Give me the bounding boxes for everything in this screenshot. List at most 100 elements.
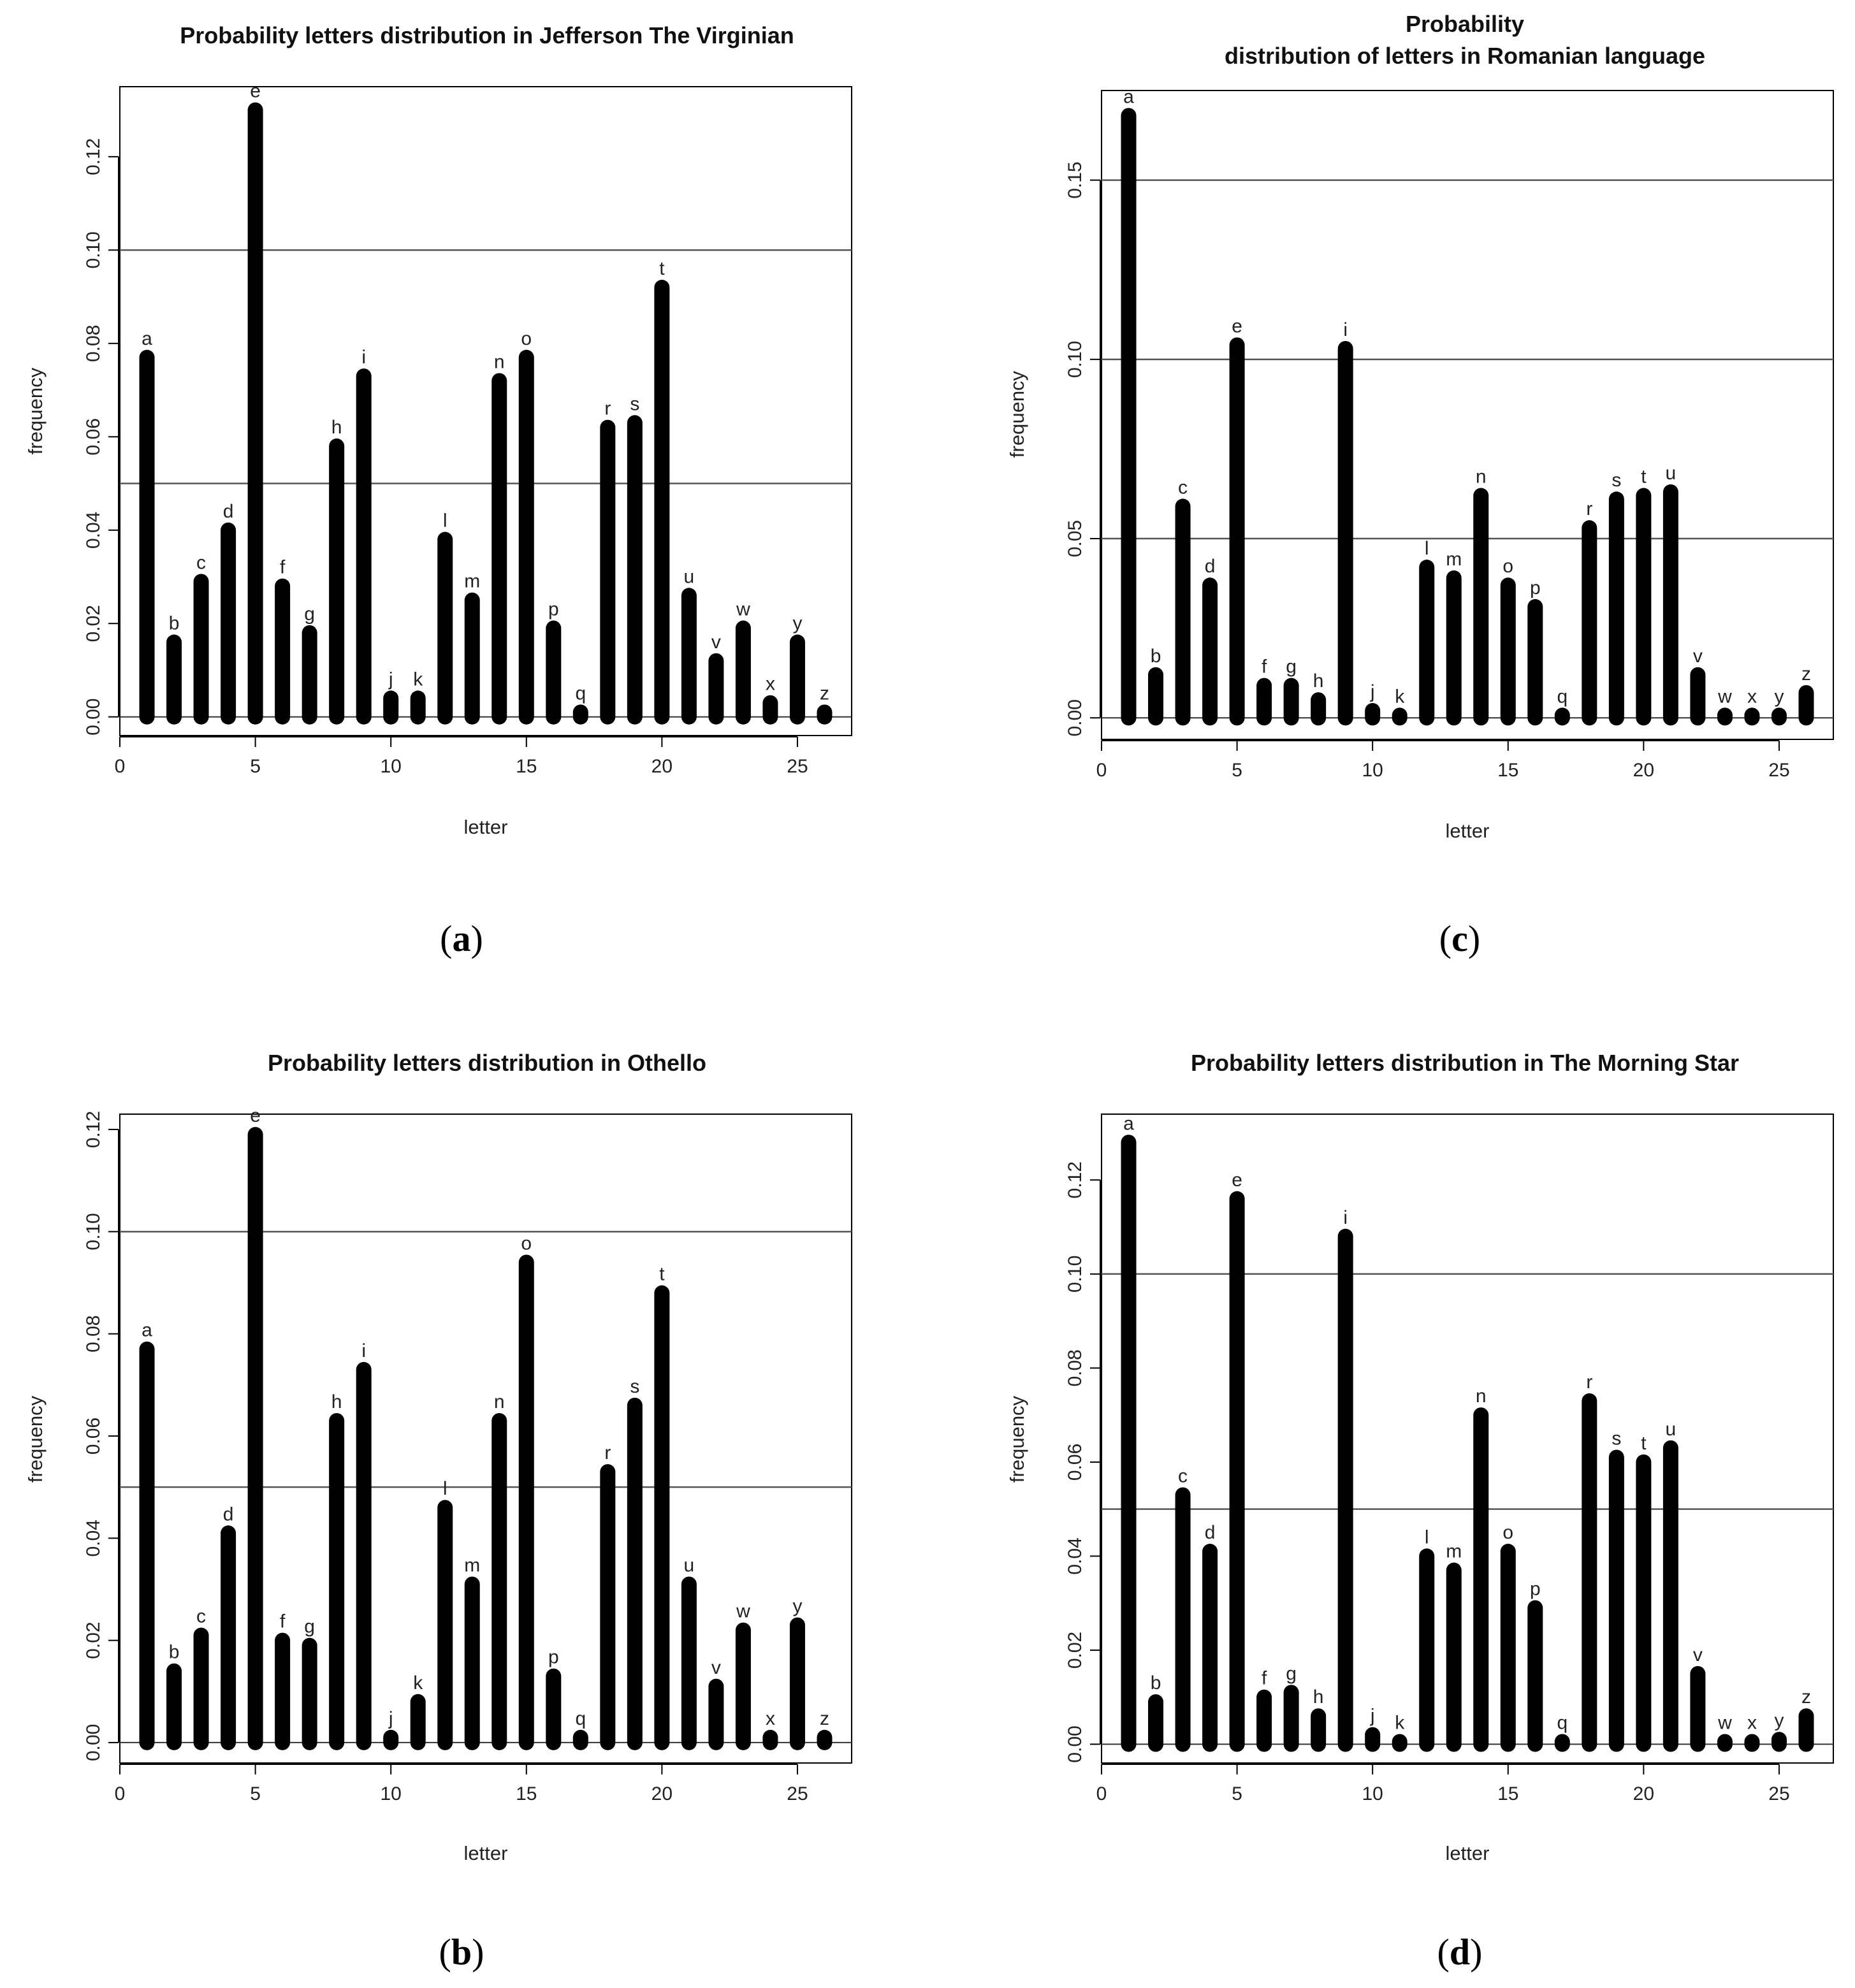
panel-c-data-label-g: g bbox=[1286, 657, 1297, 678]
panel-a-gridlines bbox=[120, 249, 852, 718]
panel-b-bar-f bbox=[275, 1632, 291, 1750]
panel-a-data-label-o: o bbox=[521, 328, 532, 349]
panel-d-data-label-v: v bbox=[1693, 1644, 1703, 1665]
panel-d-y-tick-label-3: 0.06 bbox=[1065, 1444, 1086, 1481]
panel-d: Probability letters distribution in The … bbox=[1006, 1050, 1834, 1973]
panel-d-x-axis-label: letter bbox=[1446, 1842, 1490, 1864]
panel-b-bar-k bbox=[410, 1694, 426, 1750]
panel-d-data-label-u: u bbox=[1666, 1419, 1677, 1440]
panel-c-bar-s bbox=[1608, 491, 1624, 726]
panel-c-bar-q bbox=[1554, 707, 1570, 726]
panel-a-plot-frame bbox=[119, 86, 852, 736]
panel-d-data-label-o: o bbox=[1502, 1522, 1513, 1543]
panel-b-data-label-l: l bbox=[443, 1478, 447, 1499]
panel-c-data-label-v: v bbox=[1693, 646, 1703, 667]
panel-c-bar-k bbox=[1392, 707, 1408, 726]
panel-a-data-label-t: t bbox=[659, 258, 665, 279]
panel-b-y-axis-label: frequency bbox=[24, 1395, 47, 1483]
panel-a-bar-e bbox=[247, 102, 263, 725]
panel-c-y-axis-label: frequency bbox=[1006, 370, 1028, 458]
panel-a-bars bbox=[139, 102, 833, 725]
panel-a-bar-y bbox=[789, 634, 805, 725]
panel-d-data-label-e: e bbox=[1232, 1170, 1242, 1191]
panel-b-x-tick-label-3: 15 bbox=[516, 1783, 537, 1804]
panel-b-title-line-1: Probability letters distribution in Othe… bbox=[268, 1050, 706, 1076]
panel-d-bar-r bbox=[1582, 1393, 1597, 1752]
panel-c-data-label-b: b bbox=[1151, 646, 1161, 667]
panel-b-y-tick-label-6: 0.12 bbox=[83, 1111, 104, 1148]
panel-c-bar-m bbox=[1446, 570, 1462, 726]
panel-a: Probability letters distribution in Jeff… bbox=[24, 22, 852, 959]
panel-d-data-label-k: k bbox=[1395, 1712, 1405, 1733]
panel-b-x-tick-label-2: 10 bbox=[380, 1783, 401, 1804]
panel-c-data-label-y: y bbox=[1774, 686, 1784, 707]
panel-d-data-label-b: b bbox=[1151, 1672, 1161, 1694]
panel-c-data-label-j: j bbox=[1370, 681, 1375, 702]
panel-c-x-tick-label-5: 25 bbox=[1768, 760, 1789, 781]
panel-d-y-ticks: 0.00 0.02 0.04 0.06 0.08 0.10 0.12 bbox=[1065, 1161, 1101, 1763]
panel-d-x-ticks: 0 5 10 15 20 25 bbox=[1096, 1764, 1790, 1804]
panel-c-data-label-p: p bbox=[1530, 577, 1541, 599]
panel-b-data-label-r: r bbox=[604, 1442, 611, 1463]
panel-b-bar-d bbox=[221, 1525, 236, 1750]
panel-d-y-tick-label-2: 0.04 bbox=[1065, 1537, 1086, 1574]
panel-b-data-label-i: i bbox=[361, 1340, 366, 1361]
panel-b-x-tick-label-4: 20 bbox=[651, 1783, 673, 1804]
panel-d-caption: (d) bbox=[1437, 1931, 1483, 1973]
panel-c-bar-y bbox=[1771, 707, 1787, 726]
panel-a-bar-v bbox=[708, 653, 724, 725]
panel-d-bar-y bbox=[1771, 1732, 1787, 1752]
panel-a-data-label-k: k bbox=[413, 669, 423, 690]
panel-a-bar-d bbox=[221, 522, 236, 725]
panel-d-data-label-h: h bbox=[1313, 1687, 1324, 1708]
panel-a-y-tick-label-3: 0.06 bbox=[83, 418, 104, 455]
panel-d-y-tick-label-5: 0.10 bbox=[1065, 1256, 1086, 1293]
panel-d-data-label-l: l bbox=[1425, 1527, 1429, 1548]
panel-b-data-label-n: n bbox=[494, 1391, 505, 1412]
panel-c-y-ticks: 0.00 0.05 0.10 0.15 bbox=[1065, 161, 1101, 736]
panel-c-bar-h bbox=[1311, 692, 1327, 726]
panel-c-x-tick-label-0: 0 bbox=[1096, 760, 1107, 781]
panel-d-x-tick-label-3: 15 bbox=[1497, 1783, 1518, 1804]
panel-b-y-tick-label-0: 0.00 bbox=[83, 1724, 104, 1761]
panel-d-gridlines bbox=[1102, 1273, 1833, 1745]
panel-c-bar-u bbox=[1662, 484, 1678, 726]
panel-d-bar-k bbox=[1392, 1734, 1408, 1752]
panel-d-bar-v bbox=[1690, 1665, 1706, 1752]
panel-c-title-line-2: distribution of letters in Romanian lang… bbox=[1225, 43, 1705, 69]
panel-d-y-tick-label-1: 0.02 bbox=[1065, 1632, 1086, 1669]
panel-a-x-axis-label: letter bbox=[464, 816, 508, 838]
panel-c-data-label-r: r bbox=[1586, 498, 1592, 519]
panel-d-title-line-1: Probability letters distribution in The … bbox=[1191, 1050, 1739, 1076]
panel-c-bar-a bbox=[1121, 108, 1137, 726]
panel-a-bar-b bbox=[166, 634, 182, 725]
panel-b-bar-o bbox=[518, 1254, 534, 1750]
panel-b-y-tick-label-2: 0.04 bbox=[83, 1520, 104, 1556]
panel-b-bar-m bbox=[464, 1576, 480, 1750]
panel-a-bar-t bbox=[654, 279, 670, 725]
panel-a-bar-f bbox=[275, 578, 291, 725]
panel-d-x-tick-label-5: 25 bbox=[1768, 1783, 1789, 1804]
panel-c-data-label-c: c bbox=[1178, 477, 1188, 498]
panel-c-gridlines bbox=[1102, 179, 1833, 719]
panel-a-x-tick-label-1: 5 bbox=[250, 756, 261, 777]
panel-a-bar-k bbox=[410, 690, 426, 725]
panel-c-bar-i bbox=[1337, 340, 1353, 726]
panel-b-x-tick-label-5: 25 bbox=[787, 1783, 808, 1804]
panel-a-data-label-p: p bbox=[548, 599, 559, 620]
panel-a-bar-j bbox=[383, 690, 399, 725]
panel-b-bars bbox=[139, 1127, 833, 1750]
panel-b-data-label-y: y bbox=[792, 1596, 802, 1617]
panel-b-bar-a bbox=[139, 1341, 155, 1750]
panel-b-data-label-c: c bbox=[196, 1606, 206, 1627]
panel-a-bar-r bbox=[600, 419, 616, 725]
panel-a-data-label-g: g bbox=[304, 604, 315, 625]
panel-d-y-tick-label-6: 0.12 bbox=[1065, 1161, 1086, 1198]
panel-c-bar-x bbox=[1744, 707, 1760, 726]
panel-d-bar-w bbox=[1717, 1734, 1733, 1752]
panel-d-bar-b bbox=[1148, 1694, 1164, 1752]
panel-a-y-ticks: 0.00 0.02 0.04 0.06 0.08 0.10 0.12 bbox=[83, 138, 119, 736]
panel-c-x-ticks: 0 5 10 15 20 25 bbox=[1096, 740, 1790, 781]
panel-c-x-tick-label-2: 10 bbox=[1362, 760, 1383, 781]
